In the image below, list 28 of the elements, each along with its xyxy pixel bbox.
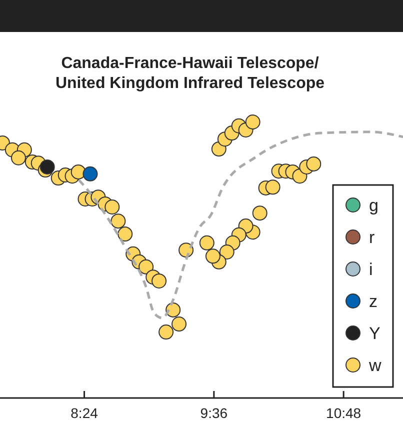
point — [158, 324, 174, 340]
point — [138, 259, 154, 274]
point — [205, 248, 220, 264]
point — [82, 166, 98, 182]
point — [199, 235, 214, 250]
point — [172, 316, 187, 332]
x-tick-label: 9:36 — [200, 405, 228, 421]
legend-label: g — [369, 196, 378, 215]
chart-title: Canada-France-Hawaii Telescope/ United Kingdom Infrared Telescope — [55, 55, 325, 92]
legend-label: i — [369, 260, 373, 279]
legend-label: r — [369, 228, 375, 247]
point — [245, 114, 260, 130]
point — [306, 156, 322, 172]
point — [40, 159, 55, 174]
point — [104, 200, 120, 215]
point — [152, 273, 167, 288]
legend-label: w — [368, 356, 382, 375]
point — [70, 164, 86, 180]
legend-label: Y — [369, 324, 380, 343]
point — [110, 214, 126, 229]
x-tick-label: 8:24 — [70, 405, 98, 421]
legend-label: z — [369, 292, 378, 311]
point — [219, 244, 234, 260]
x-tick-label: 10:48 — [326, 405, 362, 421]
point — [10, 150, 26, 166]
point — [252, 206, 268, 221]
point — [265, 180, 280, 195]
point — [118, 226, 133, 242]
